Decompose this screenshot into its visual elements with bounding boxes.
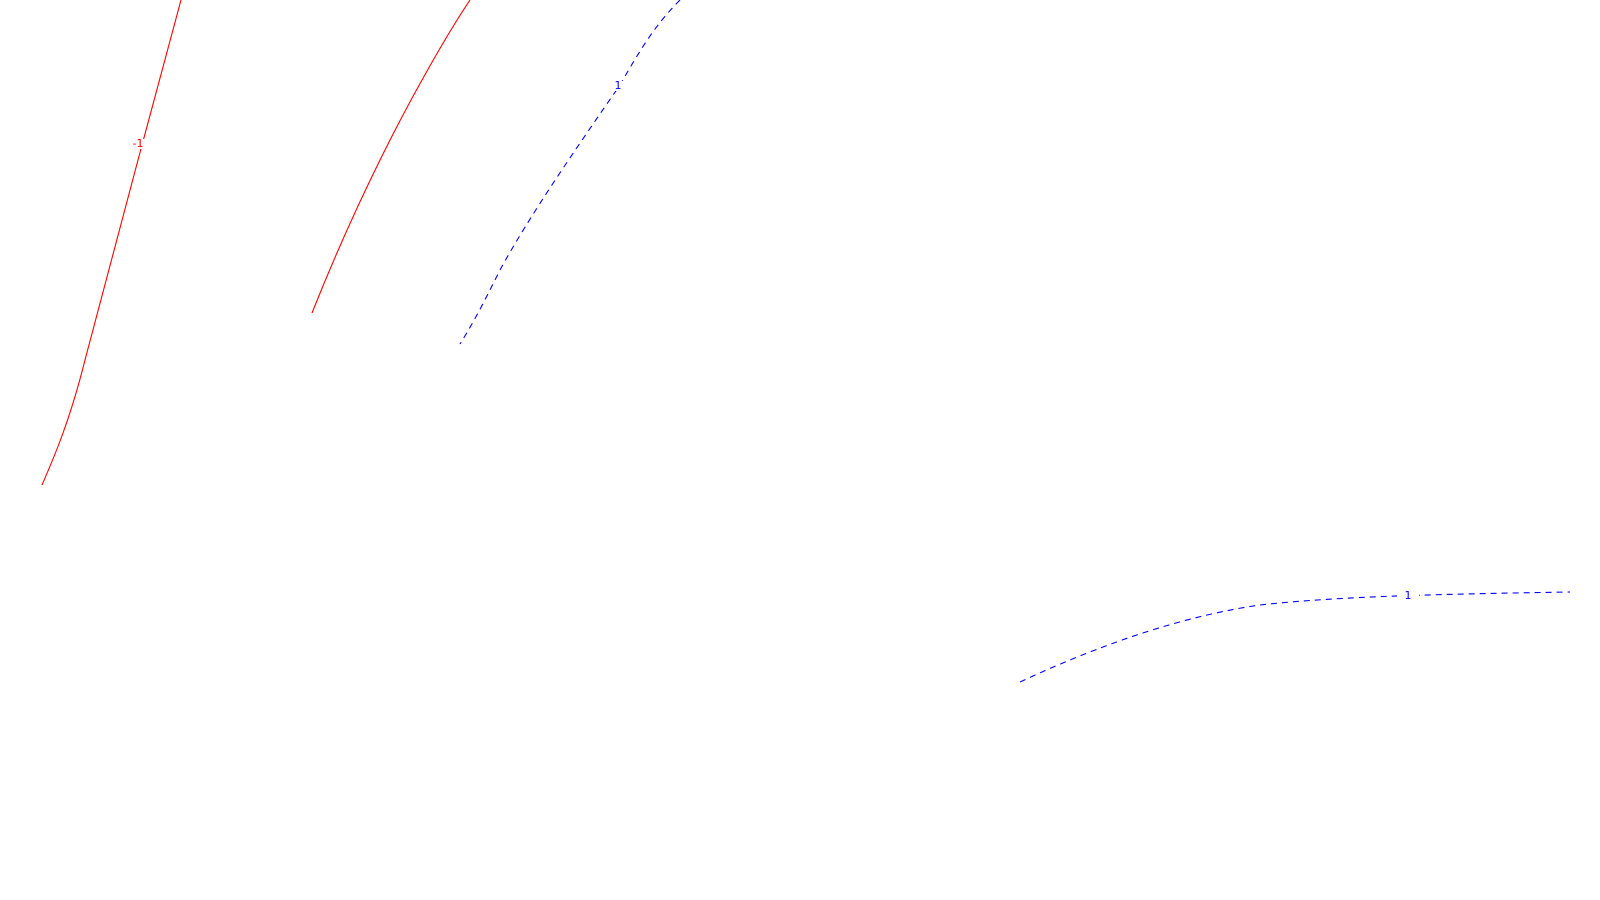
contour-series-contour-neg-1-middle	[311, 0, 471, 314]
contour-pos-1-upper-label-gap	[609, 81, 627, 91]
contour-neg-1-left-label-gap	[129, 139, 147, 149]
contour-pos-1-lower-label-gap	[1397, 591, 1419, 601]
contour-pos-1-lower-line	[1019, 591, 1571, 683]
contour-pos-1-lower-label: 1	[1405, 589, 1412, 602]
contour-series-contour-neg-1-left: -1	[41, 0, 182, 486]
contour-pos-1-upper-line	[459, 0, 681, 345]
contour-neg-1-middle-line	[311, 0, 471, 314]
contour-series-contour-pos-1-upper: 1	[459, 0, 681, 345]
contour-pos-1-upper-label: 1	[615, 79, 622, 92]
contour-neg-1-left-line	[41, 0, 182, 486]
contour-series-contour-pos-1-lower: 1	[1019, 589, 1571, 683]
contour-neg-1-left-label: -1	[133, 137, 144, 150]
